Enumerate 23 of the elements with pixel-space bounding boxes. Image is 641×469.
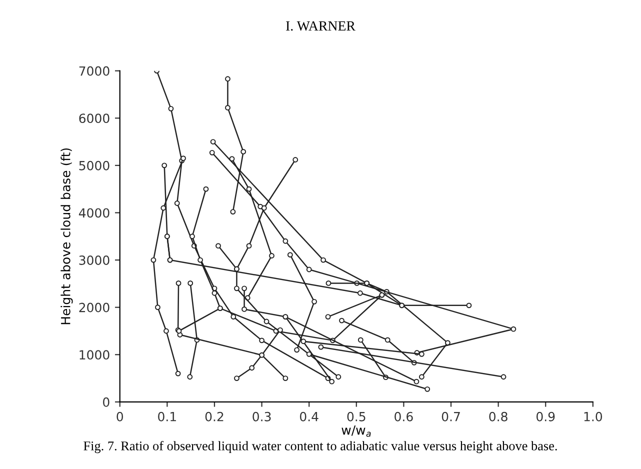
caption: Fig. 7. Ratio of observed liquid water content to adiabatic value versus height above base. bbox=[84, 440, 557, 454]
x-tick-label: 0.1 bbox=[158, 412, 176, 422]
x-tick-label: 0.2 bbox=[205, 412, 224, 422]
x-tick-label: 0.5 bbox=[347, 412, 366, 422]
x-tick-label: 1.0 bbox=[584, 412, 602, 422]
y-tick-label: 6000 bbox=[79, 114, 110, 124]
y-tick-label: 3000 bbox=[79, 256, 110, 265]
x-tick-label: 0.4 bbox=[300, 412, 318, 422]
x-tick-label: 0.6 bbox=[394, 412, 413, 422]
y-tick-label: 0 bbox=[103, 397, 110, 407]
x-tick-label: 0.9 bbox=[536, 412, 555, 422]
x-tick-label: 0.7 bbox=[442, 412, 460, 422]
y-tick-label: 7000 bbox=[79, 66, 110, 76]
x-tick-label: 0 bbox=[116, 412, 124, 422]
x-axis-title: w/w$_{a}$ bbox=[342, 426, 371, 437]
y-tick-label: 2000 bbox=[79, 302, 110, 312]
x-tick-label: 0.3 bbox=[252, 412, 271, 422]
y-tick-label: 5000 bbox=[79, 160, 110, 170]
chart-title: I. WARNER bbox=[286, 21, 356, 31]
x-tick-label: 0.8 bbox=[489, 412, 508, 422]
y-tick-label: 4000 bbox=[78, 208, 110, 218]
y-axis-title: Height above cloud base (ft) bbox=[60, 148, 73, 324]
y-tick-label: 1000 bbox=[80, 350, 110, 360]
